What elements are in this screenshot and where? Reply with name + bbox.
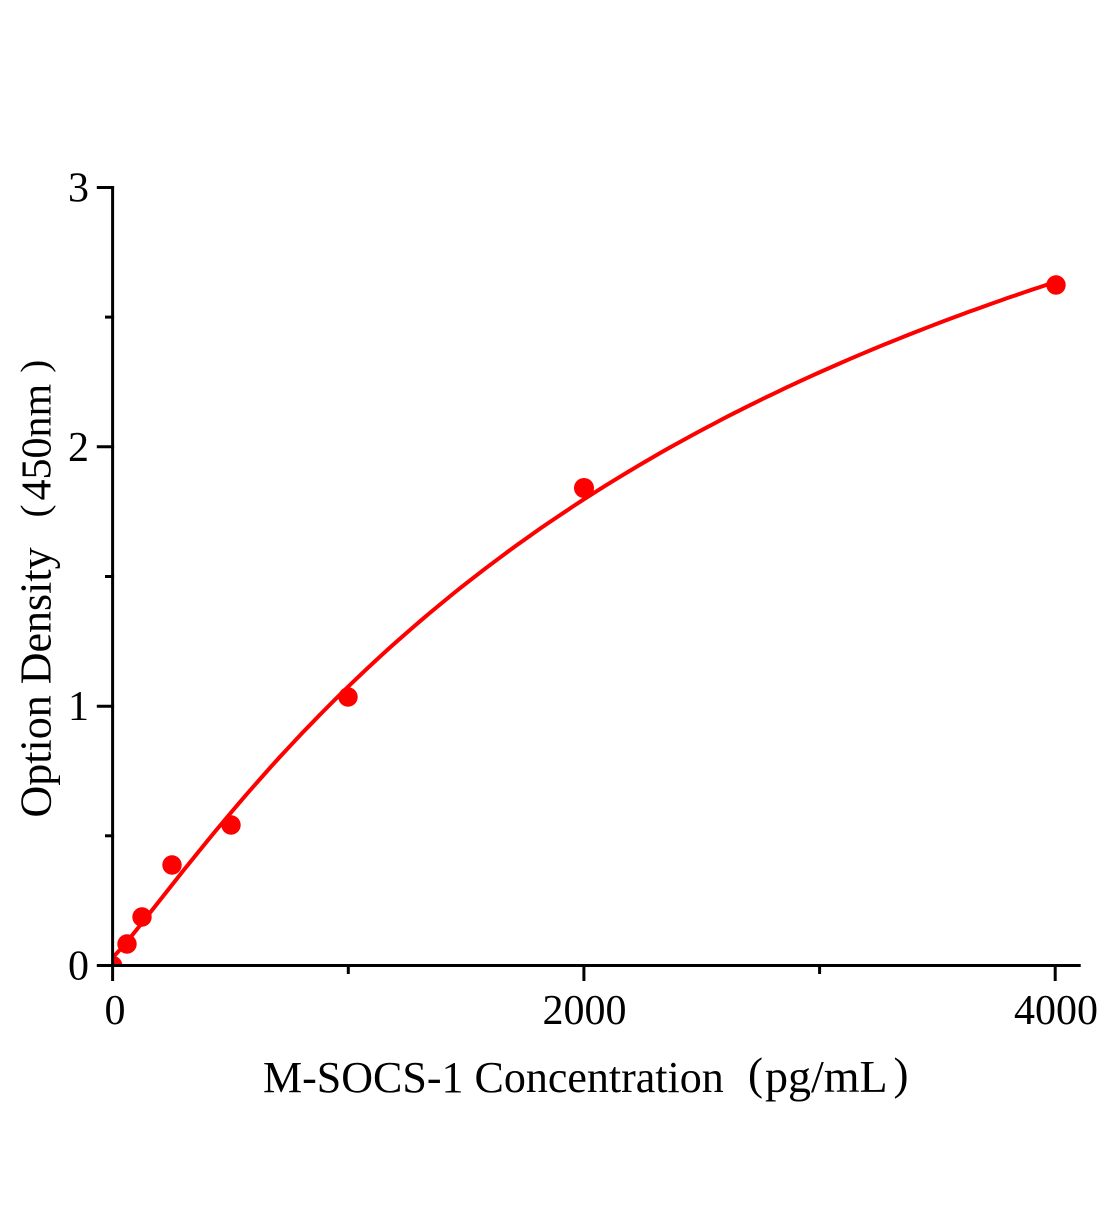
svg-text:0: 0	[105, 988, 126, 1034]
svg-text:2000: 2000	[543, 988, 627, 1034]
svg-text:(: (	[14, 505, 57, 518]
svg-text:M-SOCS-1 Concentration: M-SOCS-1 Concentration	[263, 1053, 724, 1102]
svg-text:pg/mL: pg/mL	[765, 1051, 888, 1102]
svg-text:): )	[14, 360, 57, 373]
svg-text:Option Density: Option Density	[12, 547, 61, 817]
svg-text:2: 2	[68, 425, 89, 471]
svg-text:(: (	[748, 1049, 763, 1099]
svg-text:4000: 4000	[1014, 988, 1098, 1034]
svg-text:3: 3	[68, 166, 89, 212]
svg-text:450nm: 450nm	[15, 384, 61, 501]
svg-text:0: 0	[68, 944, 89, 990]
svg-text:): )	[894, 1049, 909, 1099]
svg-text:1: 1	[68, 684, 89, 730]
